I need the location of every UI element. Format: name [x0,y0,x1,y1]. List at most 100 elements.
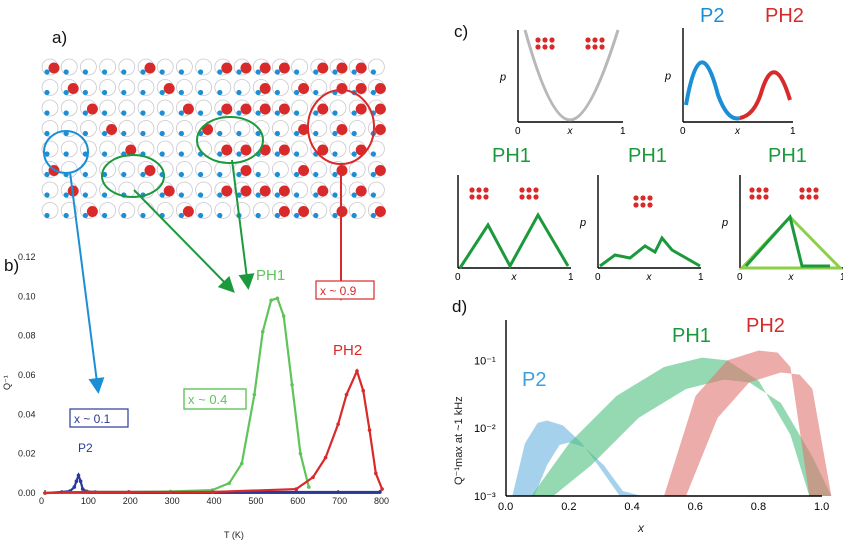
lattice-atom-red [144,165,156,176]
lattice-atom-red [374,83,386,94]
b-point-ph2 [344,392,349,397]
lattice-atom-blue [255,69,261,75]
b-xtick: 100 [81,496,96,506]
c-ph1c-dot [749,187,755,193]
lattice-atom-red [355,185,367,197]
c-ph1a-dot [519,194,525,200]
lattice-site [195,79,213,96]
d-band-ph2 [664,350,832,496]
b-xlabel: T (K) [224,530,244,540]
lattice-atom-red [355,62,367,74]
lattice-site [291,99,309,117]
c-ph1c-dot [799,194,805,200]
lattice-site [156,58,174,76]
lattice-atom-blue [217,89,223,96]
lattice-atom-blue [140,110,146,116]
lattice-atom-blue [82,89,88,96]
c-ph1c-tick1: 1 [840,272,843,283]
lattice-atom-blue [198,89,204,96]
b-ytick: 0.08 [18,331,36,341]
lattice-site [118,79,136,96]
lattice-atom-blue [294,130,300,137]
lattice-atom-blue [102,212,108,219]
lattice-atom-red [278,185,290,197]
c-ph1a-dot [469,194,475,200]
lattice-atom-blue [198,110,204,116]
c-ph1c-ylabel: p [721,217,728,229]
c-potential: p x 0 1 [499,29,626,137]
c-ph1c-dot [763,194,769,200]
lattice-atom-red [221,144,233,156]
lattice-atom-red [240,144,252,156]
c-ph1a-dot [476,187,482,193]
lattice-atom-red [182,206,194,217]
lattice-atom-blue [178,171,184,178]
b-point-ph1 [240,461,244,466]
lattice-atom-red [182,103,194,115]
c-ph1c: p x 0 1 [721,175,843,283]
b-label-x01: x ~ 0.1 [74,412,111,426]
lattice-atom-red [374,103,386,115]
d-xtick: 0.0 [498,501,513,513]
lattice-site [80,161,97,178]
lattice-site [99,161,116,178]
lattice-atom-blue [82,110,88,116]
lattice-atom-blue [236,110,242,116]
lattice-atom-blue [63,212,69,219]
b-point-ph2 [380,487,384,491]
lattice-site [252,161,270,178]
lattice-diagram [38,55,390,230]
c-ph1a-tick1: 1 [568,272,574,283]
c-potential-curve [523,29,620,122]
c-p2ph2-tick1: 1 [790,126,796,137]
lattice-atom-red [317,103,329,115]
lattice-atom-blue [332,212,338,219]
lattice-site [329,140,347,158]
lattice-atom-red [86,103,98,115]
b-ytick: 0.04 [18,409,36,419]
lattice-atom-red [144,62,156,74]
lattice-atom-blue [44,130,50,137]
lattice-atom-red [298,124,310,135]
lattice-atom-red [221,103,233,115]
lattice-site [367,181,385,199]
b-label-p2: P2 [78,441,93,455]
c-ph1c-dot [813,194,819,200]
c-ph1b-dot [640,195,646,201]
panel-label-b: b) [4,256,20,275]
c-p2-curve [684,60,741,121]
lattice-atom-red [221,185,233,197]
c-ph1a-dot [533,187,539,193]
lattice-site [80,79,97,96]
c-ph1c-curve [744,213,830,268]
lattice-site [252,120,270,137]
lattice-site [233,120,251,137]
lattice-atom-blue [351,130,357,137]
lattice-atom-blue [178,89,184,96]
b-point-ph2 [374,471,378,476]
c-ph1b-xlabel: x [646,272,653,283]
lattice-atom-blue [351,151,357,157]
panel-label-a: a) [52,28,68,47]
lattice-site [41,79,59,96]
lattice-site [195,99,213,117]
c-p2ph2-ylabel: p [664,71,671,83]
b-point-ph1 [307,485,311,489]
lattice-atom-blue [159,110,165,116]
lattice-atom-blue [351,69,357,75]
lattice-atom-red [86,206,98,217]
b-point-ph2 [336,422,340,426]
lattice-site [60,99,78,117]
b-point-ph2 [210,490,215,494]
lattice-atom-blue [44,110,50,116]
c-ph1b-dot [633,195,639,201]
lattice-atom-red [240,185,252,197]
c-title-p2: P2 [700,5,724,27]
c-ph1c-dot [806,194,812,200]
lattice-atom-blue [236,69,242,75]
lattice-atom-blue [44,171,50,178]
lattice-site [175,58,193,76]
c-potential-dot [549,37,555,43]
lattice-atom-blue [351,110,357,116]
